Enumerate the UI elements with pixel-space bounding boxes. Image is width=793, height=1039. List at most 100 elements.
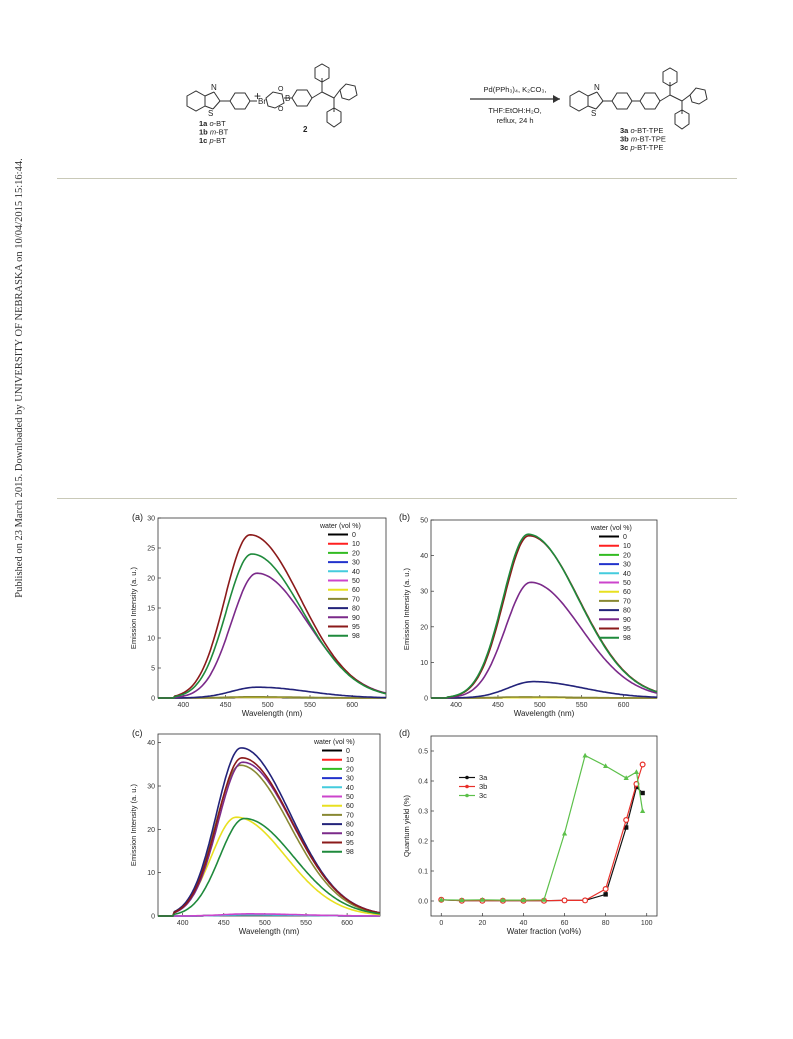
- panel-label-a: (a): [132, 512, 143, 522]
- legend-entry: 60: [352, 587, 360, 594]
- legend-title-c: water (vol %): [313, 739, 355, 746]
- x-tick-label: 550: [300, 920, 312, 927]
- spectrum-line-a-98: [158, 553, 387, 699]
- y-tick-label: 10: [147, 636, 155, 643]
- chart-panel-b: (b)400 450 500 550 60001020304050Wavelength …: [399, 512, 658, 718]
- conditions-top: Pd(PPh₃)₄, K₂CO₃,: [484, 85, 547, 94]
- legend-entry: 98: [346, 849, 354, 856]
- data-point-3b: [602, 886, 609, 893]
- legend-entry: 50: [623, 580, 631, 587]
- x-tick-label: 550: [304, 702, 316, 709]
- spectrum-line-c-95: [158, 756, 381, 917]
- spectrum-line-b-80: [431, 680, 657, 699]
- divider-bottom: [57, 498, 737, 499]
- reactant1-benzothiazole-structure: [186, 90, 257, 112]
- x-tick-label: 600: [346, 702, 358, 709]
- y-tick-label: 30: [147, 784, 155, 791]
- reactant2-tpe-boronate-structure: [265, 63, 358, 128]
- legend-entry: 40: [346, 785, 354, 792]
- data-point-3c: [640, 808, 646, 813]
- y-axis-label-a: Emission Intensity (a. u.): [129, 566, 138, 649]
- legend-entry: 95: [352, 624, 360, 631]
- data-point-3a: [603, 892, 608, 897]
- y-tick-label: 0.4: [418, 779, 428, 786]
- x-tick-label: 100: [641, 920, 653, 927]
- data-point-3b: [561, 897, 568, 904]
- atom-n-label: N: [211, 83, 217, 92]
- x-tick-label: 450: [492, 702, 504, 709]
- legend-entry: 90: [352, 615, 360, 622]
- y-tick-label: 0: [151, 914, 155, 921]
- legend-entry: 95: [623, 626, 631, 633]
- y-axis-label-b: Emission Intensity (a. u.): [402, 567, 411, 650]
- data-point-3b: [623, 816, 630, 823]
- data-point-3c: [541, 897, 547, 902]
- publication-note: Published on 23 March 2015. Downloaded b…: [14, 158, 25, 598]
- compound-label-3b: 3b m-BT-TPE: [620, 135, 666, 144]
- legend-marker: [465, 775, 469, 780]
- reactant1-substituent: Br: [258, 97, 266, 106]
- spectrum-line-c-98: [158, 817, 381, 917]
- product-atom-s-label: S: [591, 109, 596, 118]
- legend-entry: 30: [346, 776, 354, 783]
- data-point-3a: [640, 790, 645, 796]
- y-tick-label: 5: [151, 666, 155, 673]
- legend-entry: 3b: [479, 782, 487, 791]
- y-tick-label: 20: [420, 624, 428, 631]
- legend-entry: 20: [346, 766, 354, 773]
- conditions-bottom: reflux, 24 h: [496, 116, 533, 125]
- x-tick-label: 400: [450, 702, 462, 709]
- compound-label-1a: 1a o-BT: [199, 119, 226, 128]
- legend-entry: 30: [623, 562, 631, 569]
- data-point-3a: [634, 784, 639, 790]
- legend-entry: 95: [346, 840, 354, 847]
- plus-sign: +: [254, 89, 261, 103]
- data-point-3b: [582, 897, 589, 904]
- x-tick-label: 80: [602, 920, 610, 927]
- atom-o-label-1: O: [278, 86, 284, 93]
- x-tick-label: 400: [177, 702, 189, 709]
- legend-entry: 70: [623, 598, 631, 605]
- plot-frame-c: [157, 733, 381, 917]
- x-tick-label: 550: [576, 702, 588, 709]
- y-tick-label: 0.1: [418, 869, 428, 876]
- data-point-3a: [623, 825, 629, 830]
- y-tick-label: 0.2: [418, 839, 428, 846]
- y-tick-label: 25: [147, 546, 155, 553]
- legend-entry: 80: [346, 822, 354, 829]
- chart-panel-d: (d) 0 20 40 60 80 100 0.0 0.1 0.2 0.3 0.4 0.5 Water f…: [399, 728, 658, 936]
- series-line-3a: [441, 785, 644, 902]
- y-tick-label: 0: [151, 696, 155, 703]
- y-tick-label: 20: [147, 576, 155, 583]
- legend-entry: 40: [352, 569, 360, 576]
- x-axis-label-b: Wavelength (nm): [514, 709, 575, 718]
- data-point-3c: [500, 897, 506, 903]
- legend-entry: 0: [346, 748, 350, 755]
- y-tick-label: 30: [420, 589, 428, 596]
- legend-entry: 60: [623, 589, 631, 596]
- legend-entry: 10: [352, 541, 360, 548]
- legend-entry: 20: [352, 550, 360, 557]
- legend-entry: 0: [352, 532, 356, 539]
- y-tick-label: 0.3: [418, 809, 428, 816]
- y-axis-label-c: Emission Intensity (a. u.): [129, 783, 138, 866]
- legend-entry: 80: [623, 608, 631, 615]
- atom-b-label: B: [285, 94, 290, 103]
- y-tick-label: 10: [420, 660, 428, 667]
- x-tick-label: 40: [520, 920, 528, 927]
- compound-label-1c: 1c p-BT: [199, 136, 226, 145]
- x-tick-label: 60: [561, 920, 569, 927]
- series-line-3b: [441, 764, 644, 902]
- legend-title-a: water (vol %): [319, 523, 361, 530]
- spectrum-line-a-95: [158, 533, 387, 699]
- x-tick-label: 400: [177, 920, 189, 927]
- x-axis-label-c: Wavelength (nm): [239, 927, 300, 936]
- panel-label-d: (d): [399, 728, 410, 738]
- x-tick-label: 600: [618, 702, 630, 709]
- legend-entry: 50: [352, 578, 360, 585]
- chart-panel-a: (a)400 450 500 550 600051015202530Wavelength…: [129, 512, 387, 718]
- data-point-3c: [561, 830, 568, 836]
- reaction-scheme: N S Br + B O O 2 N S Pd(PPh₃)₄, K₂CO₃, T…: [186, 63, 708, 152]
- compound-label-1b: 1b m-BT: [199, 128, 229, 137]
